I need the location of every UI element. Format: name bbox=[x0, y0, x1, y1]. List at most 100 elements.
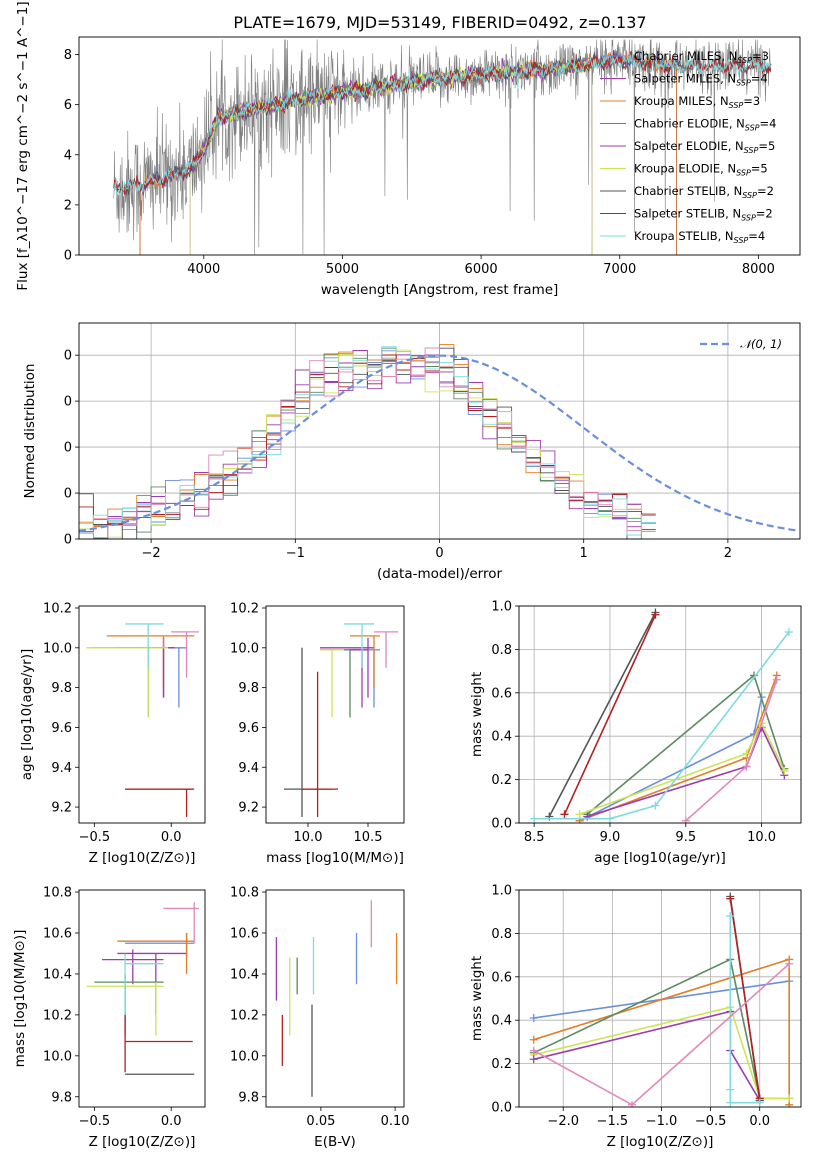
x-tick-label: −0.5 bbox=[695, 1114, 727, 1129]
weight-marker bbox=[772, 675, 781, 684]
y-tick-label: 10.2 bbox=[230, 1008, 259, 1023]
x-tick-label: −0.5 bbox=[79, 830, 111, 845]
x-axis-label: (data-model)/error bbox=[377, 566, 503, 582]
x-tick-label: −1 bbox=[286, 546, 305, 561]
y-tick-label: 0 bbox=[64, 441, 72, 456]
x-tick-label: −1.0 bbox=[646, 1114, 678, 1129]
y-tick-label: 9.4 bbox=[51, 761, 72, 776]
weight-marker bbox=[605, 814, 614, 823]
x-tick-label: 0.10 bbox=[381, 1114, 410, 1129]
x-axis-label: E(B-V) bbox=[314, 1134, 356, 1150]
x-tick-label: −2 bbox=[142, 546, 161, 561]
x-tick-label: 0.05 bbox=[306, 1114, 335, 1129]
axes-frame bbox=[265, 605, 405, 824]
legend-entry: Kroupa STELIB, NSSP=4 bbox=[634, 229, 765, 245]
y-tick-label: 10.4 bbox=[230, 967, 259, 982]
x-tick-label: 10.5 bbox=[354, 830, 383, 845]
y-tick-label: 0 bbox=[64, 249, 72, 264]
y-tick-label: 0.0 bbox=[491, 817, 512, 832]
y-tick-label: 10.0 bbox=[43, 641, 72, 656]
axes-frame bbox=[518, 889, 802, 1108]
y-tick-label: 9.8 bbox=[51, 681, 72, 696]
age_vs_mass-chart: 10.0 10.5 9.2 9.4 9.6 9.8 10.0 10.2 mass [log10(… bbox=[230, 601, 405, 866]
axes-frame bbox=[78, 889, 206, 1108]
y-tick-label: 9.6 bbox=[51, 721, 72, 736]
x-tick-label: 2 bbox=[724, 546, 732, 561]
weight-marker bbox=[681, 816, 690, 823]
weight-marker bbox=[780, 766, 789, 775]
model-spectrum-line bbox=[189, 58, 593, 255]
y-tick-label: 9.4 bbox=[238, 761, 259, 776]
y-tick-label: 10.0 bbox=[43, 1049, 72, 1064]
weight-marker bbox=[742, 762, 751, 771]
axes-frame bbox=[78, 36, 801, 256]
x-tick-label: 6000 bbox=[465, 262, 498, 277]
y-tick-label: 10.0 bbox=[230, 1049, 259, 1064]
y-tick-label: 10.8 bbox=[43, 886, 72, 901]
x-tick-label: 10.0 bbox=[294, 830, 323, 845]
weight-line bbox=[579, 675, 778, 822]
y-tick-label: 0.2 bbox=[491, 773, 512, 788]
y-axis-label: mass weight bbox=[469, 672, 485, 757]
model-spectrum-line bbox=[113, 50, 772, 195]
weight-marker bbox=[785, 959, 794, 968]
y-tick-label: 0.4 bbox=[491, 730, 512, 745]
spectrum-plot-area bbox=[113, 39, 772, 255]
y-tick-label: 10.6 bbox=[230, 926, 259, 941]
axes-frame bbox=[78, 605, 206, 824]
weight-line bbox=[563, 614, 657, 815]
legend-entry: Salpeter ELODIE, NSSP=5 bbox=[634, 139, 775, 155]
y-tick-label: 0.8 bbox=[491, 927, 512, 942]
x-tick-label: 0.0 bbox=[749, 1114, 770, 1129]
x-tick-label: 0 bbox=[435, 546, 443, 561]
x-tick-label: 4000 bbox=[187, 262, 220, 277]
massweight_vs_age-plot-area bbox=[530, 608, 793, 823]
axes-frame bbox=[518, 605, 802, 824]
y-tick-label: 6 bbox=[64, 98, 72, 113]
x-axis-label: mass [log10(M/M⊙)] bbox=[266, 850, 404, 866]
y-tick-label: 8 bbox=[64, 48, 72, 63]
y-tick-label: 0.4 bbox=[491, 1014, 512, 1029]
x-axis-label: Z [log10(Z/Z⊙)] bbox=[89, 1134, 196, 1150]
y-tick-label: 1.0 bbox=[491, 600, 512, 615]
x-tick-label: 7000 bbox=[603, 262, 636, 277]
y-tick-label: 9.2 bbox=[51, 801, 72, 816]
residuals-chart: −2 −1 0 1 2 0 0 0 0 0 (data-model)/error Normed dis… bbox=[22, 322, 801, 582]
model-spectrum-line bbox=[113, 52, 772, 196]
x-tick-label: −1.5 bbox=[597, 1114, 629, 1129]
x-axis-label: Z [log10(Z/Z⊙)] bbox=[607, 1134, 714, 1150]
age_vs_Z-plot-area bbox=[86, 623, 199, 818]
plots-layer: 4000 5000 6000 7000 8000 0 2 4 6 8 wavelength [Ang… bbox=[12, 1, 802, 1150]
y-tick-label: 0 bbox=[64, 487, 72, 502]
weight-marker bbox=[529, 1046, 538, 1055]
weight-line bbox=[729, 916, 760, 1104]
massweight_vs_Z-chart: −2.0 −1.5 −1.0 −0.5 0.0 0.0 0.2 0.4 0.6 0.8 1.0 Z [… bbox=[469, 884, 802, 1150]
spectrum-chart: 4000 5000 6000 7000 8000 0 2 4 6 8 wavelength [Ang… bbox=[15, 1, 801, 298]
weight-marker bbox=[726, 894, 735, 903]
legend-entry: Kroupa MILES, NSSP=3 bbox=[634, 94, 760, 110]
figure-title: PLATE=1679, MJD=53149, FIBERID=0492, z=0… bbox=[233, 13, 646, 32]
legend-entry: Salpeter MILES, NSSP=4 bbox=[634, 72, 768, 88]
y-tick-label: 10.0 bbox=[230, 641, 259, 656]
y-tick-label: 10.2 bbox=[230, 601, 259, 616]
massweight_vs_Z-plot-area bbox=[529, 892, 794, 1107]
legend-entry: Chabrier MILES, NSSP=3 bbox=[634, 49, 769, 65]
weight-marker bbox=[529, 1014, 538, 1023]
weight-marker bbox=[627, 1100, 636, 1107]
y-axis-label: mass [log10(M/M⊙)] bbox=[12, 930, 28, 1068]
x-tick-label: 5000 bbox=[326, 262, 359, 277]
y-tick-label: 2 bbox=[64, 198, 72, 213]
axes-frame bbox=[265, 889, 405, 1108]
x-tick-label: 9.0 bbox=[600, 830, 621, 845]
y-tick-label: 0.8 bbox=[491, 643, 512, 658]
y-tick-label: 9.6 bbox=[238, 721, 259, 736]
residuals-plot-area bbox=[79, 344, 798, 539]
massweight_vs_age-chart: 8.5 9.0 9.5 10.0 0.0 0.2 0.4 0.6 0.8 1.0 age [log1… bbox=[469, 600, 802, 866]
y-axis-label: Normed distribution bbox=[22, 364, 38, 499]
y-tick-label: 1.0 bbox=[491, 884, 512, 899]
weight-marker bbox=[651, 610, 660, 619]
weight-marker bbox=[726, 1098, 735, 1107]
legend-entry: Salpeter STELIB, NSSP=2 bbox=[634, 207, 773, 223]
weight-line bbox=[533, 1006, 790, 1100]
